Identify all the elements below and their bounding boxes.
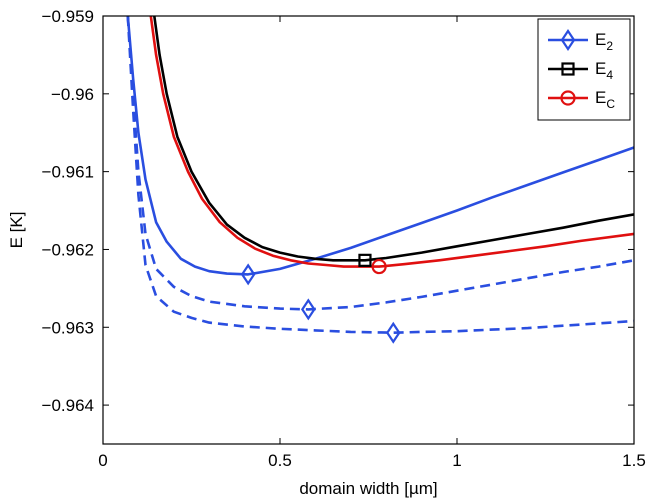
series-line-e-2-solid: [126, 16, 634, 276]
legend-marker-square: [561, 62, 575, 76]
y-tick-label: −0.962: [42, 240, 94, 259]
series-line-e-2-dashed-upper: [126, 16, 634, 311]
marker-diamond: [385, 321, 401, 344]
x-tick-label: 0.5: [268, 451, 292, 470]
marker-circle: [371, 258, 387, 275]
legend-marker-circle: [560, 90, 576, 106]
y-tick-label: −0.964: [42, 396, 94, 415]
x-tick-label: 1.5: [622, 451, 646, 470]
y-tick-label: −0.959: [42, 7, 94, 26]
marker-diamond: [300, 298, 316, 321]
legend-marker-diamond: [560, 29, 576, 51]
x-tick-label: 0: [98, 451, 107, 470]
legend-label: EC: [595, 88, 615, 111]
legend-label: E4: [595, 59, 613, 82]
marker-square: [358, 253, 372, 267]
series-line-e-2-dashed-lower: [126, 16, 634, 334]
y-tick-label: −0.963: [42, 318, 94, 337]
marker-diamond: [240, 263, 256, 286]
legend-label: E2: [595, 30, 613, 53]
x-axis-title: domain width [µm]: [299, 479, 437, 498]
y-tick-label: −0.96: [51, 85, 94, 104]
y-axis-title: E [K]: [7, 212, 26, 249]
series-line-e-c: [149, 16, 634, 268]
x-tick-label: 1: [452, 451, 461, 470]
y-tick-label: −0.961: [42, 163, 94, 182]
series-line-e-4: [153, 16, 634, 262]
plot-frame: [102, 15, 635, 445]
